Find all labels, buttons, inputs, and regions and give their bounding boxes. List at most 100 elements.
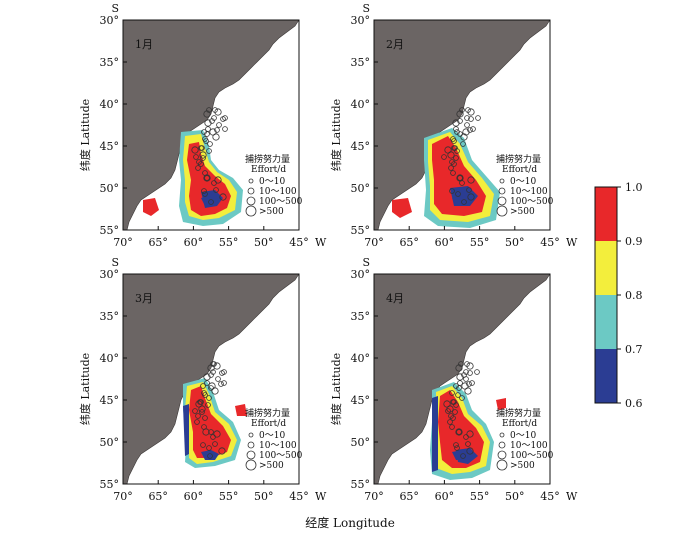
- w-label: W: [566, 236, 578, 249]
- s-label: S: [111, 256, 119, 269]
- effort-circle: [455, 392, 461, 398]
- effort-circle: [451, 161, 457, 167]
- y-tick-label: 50°: [351, 436, 371, 449]
- month-label: 3月: [135, 292, 153, 305]
- legend-item: >500: [259, 461, 284, 471]
- s-label: S: [362, 2, 370, 15]
- effort-circle: [207, 453, 213, 459]
- y-tick-label: 35°: [100, 310, 120, 323]
- x-tick-label: 65°: [148, 236, 168, 249]
- land-south-america: [374, 274, 550, 484]
- effort-circle: [200, 383, 206, 389]
- colorbar-tick-1-0: 1.0: [625, 181, 643, 194]
- y-tick-label: 50°: [100, 182, 120, 195]
- x-tick-label: 45°: [289, 236, 309, 249]
- y-tick-label: 50°: [351, 182, 371, 195]
- effort-circle: [444, 146, 452, 154]
- y-tick-label: 50°: [100, 436, 120, 449]
- legend-item: 10～100: [510, 441, 548, 451]
- effort-circle: [204, 119, 212, 127]
- x-tick-label: 60°: [435, 490, 455, 503]
- effort-circle: [457, 380, 463, 386]
- habitat-patch: [496, 398, 506, 410]
- x-tick-label: 65°: [148, 490, 168, 503]
- colorbar-band-blue: [595, 349, 617, 403]
- effort-circle: [195, 165, 201, 171]
- effort-circle: [221, 380, 227, 386]
- month-label: 4月: [386, 292, 404, 305]
- effort-circle: [198, 145, 204, 151]
- effort-circle: [464, 122, 470, 128]
- x-tick-label: 60°: [184, 490, 204, 503]
- effort-circle: [454, 148, 460, 154]
- effort-circle: [216, 122, 222, 128]
- effort-circle: [457, 175, 463, 181]
- habitat-patch: [392, 198, 412, 218]
- legend-title-cn: 捕捞努力量: [496, 407, 541, 419]
- s-label: S: [111, 2, 119, 15]
- legend-item: >500: [510, 207, 535, 217]
- legend-title-en: Effort/d: [251, 419, 286, 429]
- effort-circle: [464, 115, 470, 121]
- effort-circle: [212, 133, 220, 141]
- effort-circle: [467, 127, 473, 133]
- legend-item: 0～10: [259, 431, 285, 441]
- effort-circle: [468, 116, 474, 122]
- colorbar-band-cyan: [595, 295, 617, 349]
- x-tick-label: 55°: [470, 490, 490, 503]
- legend-item: 100～500: [510, 197, 554, 207]
- effort-circle: [203, 373, 211, 381]
- effort-circle: [465, 107, 471, 113]
- y-tick-label: 35°: [351, 56, 371, 69]
- x-tick-label: 50°: [505, 236, 525, 249]
- x-tick-label: 45°: [540, 236, 560, 249]
- effort-circle: [201, 390, 207, 396]
- effort-circle: [219, 193, 227, 201]
- y-tick-label: 40°: [100, 352, 120, 365]
- y-tick-label: 55°: [100, 224, 120, 237]
- y-axis-title: 纬度 Latitude: [78, 99, 92, 171]
- effort-circle: [213, 187, 219, 193]
- effort-circle: [207, 141, 213, 147]
- effort-circle: [452, 119, 460, 127]
- effort-circle: [450, 399, 456, 405]
- w-label: W: [566, 490, 578, 503]
- effort-circle: [466, 447, 474, 455]
- y-tick-label: 40°: [100, 98, 120, 111]
- colorbar-band-yellow: [595, 241, 617, 295]
- effort-circle: [214, 127, 220, 133]
- effort-circle: [205, 402, 211, 408]
- colorbar-tick-0-9: 0.9: [625, 235, 643, 248]
- legend-item: >500: [510, 461, 535, 471]
- habitat-zone-0-6-0-7: [183, 404, 189, 456]
- effort-circle: [464, 361, 470, 367]
- land-south-america: [123, 20, 299, 230]
- y-tick-label: 30°: [100, 14, 120, 27]
- effort-circle: [474, 369, 480, 375]
- effort-circle: [215, 376, 221, 382]
- legend-item: 0～10: [510, 431, 536, 441]
- effort-circle: [453, 383, 459, 389]
- x-tick-label: 70°: [364, 490, 384, 503]
- x-tick-label: 45°: [289, 490, 309, 503]
- effort-circle: [206, 148, 212, 154]
- habitat-patch: [143, 198, 159, 216]
- effort-circle: [455, 428, 463, 436]
- y-tick-label: 30°: [100, 268, 120, 281]
- effort-circle: [202, 191, 208, 197]
- x-tick-label: 70°: [364, 236, 384, 249]
- effort-circle: [200, 155, 206, 161]
- effort-circle: [218, 381, 224, 387]
- effort-circle: [195, 400, 203, 408]
- effort-circle: [441, 154, 447, 160]
- legend-circle: [498, 187, 506, 195]
- effort-circle: [453, 155, 459, 161]
- island: [201, 450, 219, 460]
- effort-circle: [459, 395, 465, 401]
- legend-circle: [248, 432, 254, 438]
- colorbar-tick-0-8: 0.8: [625, 289, 643, 302]
- legend-item: 0～10: [259, 177, 285, 187]
